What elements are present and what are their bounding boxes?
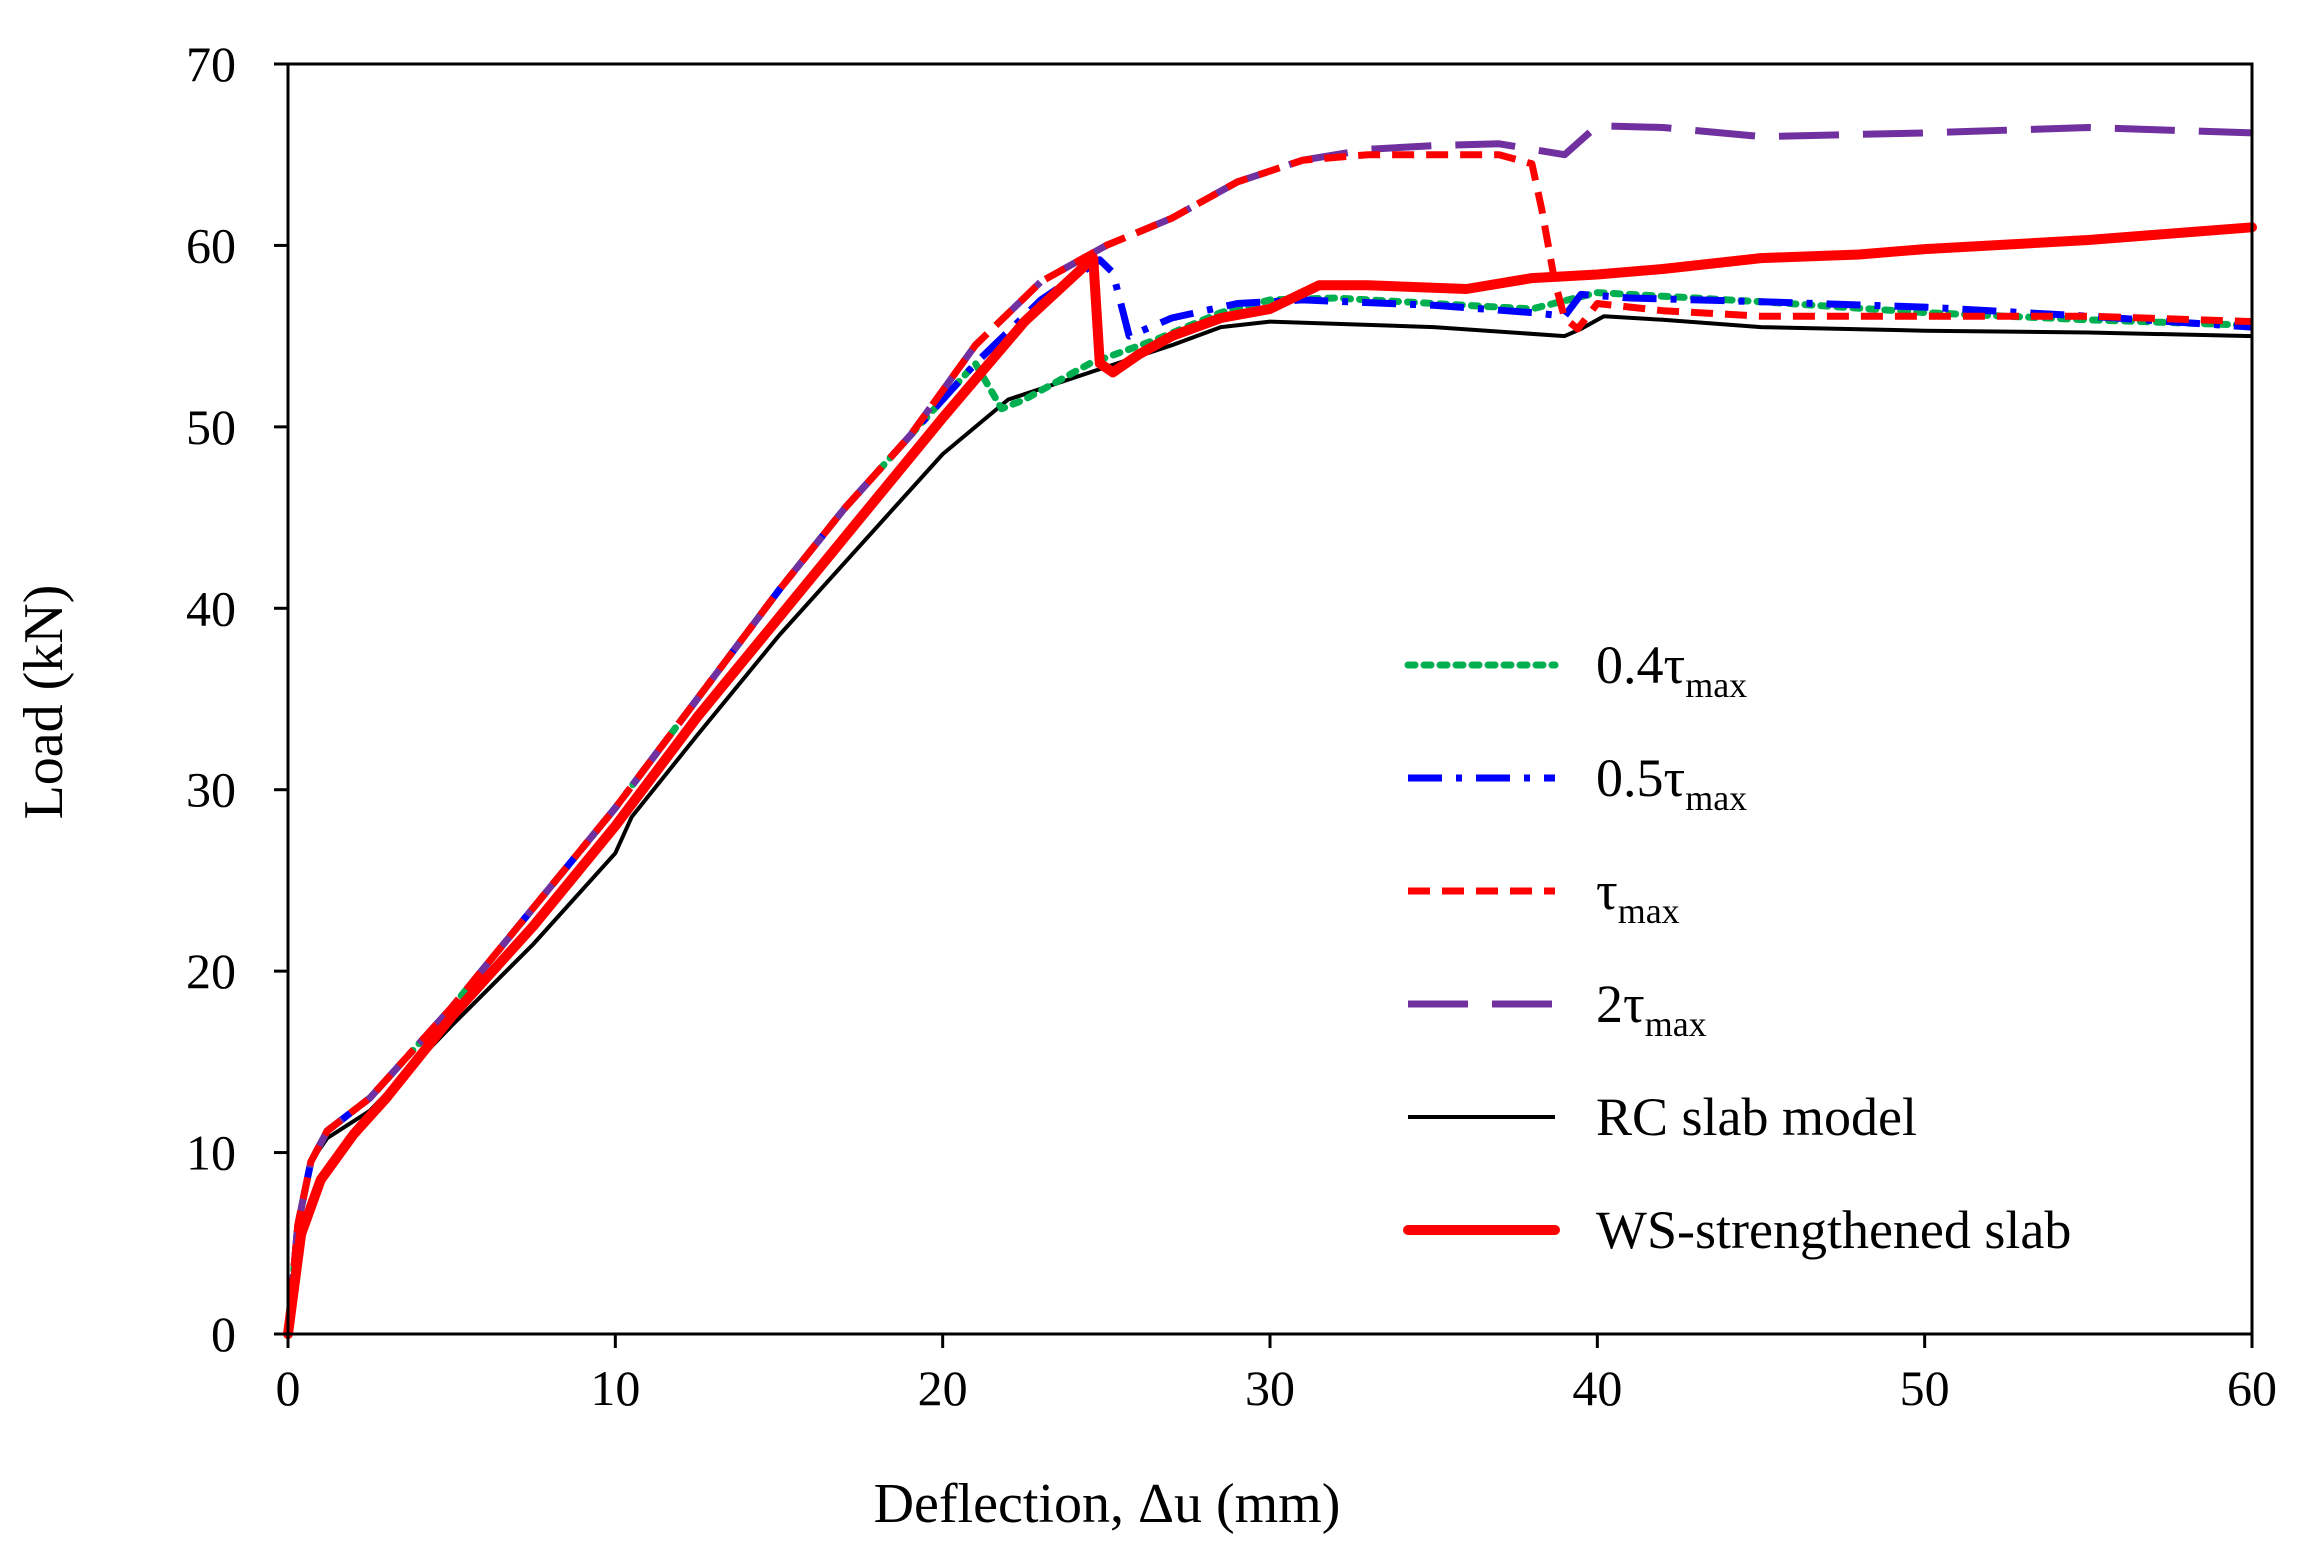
x-axis-title: Deflection, Δu (mm) <box>874 1473 1341 1535</box>
series-layer <box>283 122 2257 1339</box>
legend-item-3: 2τmax <box>1408 974 1707 1044</box>
legend-label-main: τ <box>1596 861 1618 921</box>
y-tick-label: 30 <box>186 762 236 818</box>
legend-label-subscript: max <box>1685 778 1747 818</box>
legend-label-subscript: max <box>1685 665 1747 705</box>
y-axis-title: Load (kN) <box>13 585 75 820</box>
x-tick-label: 10 <box>590 1360 640 1416</box>
legend-label-subscript: max <box>1618 891 1680 931</box>
axis-ticks: 0 10 20 30 40 50 60 0 10 20 30 40 50 60 70 <box>186 36 2277 1416</box>
legend-item-1: 0.5τmax <box>1408 748 1747 818</box>
y-tick-label: 60 <box>186 217 236 273</box>
legend-label-main: WS-strengthened slab <box>1596 1200 2071 1260</box>
legend-label: WS-strengthened slab <box>1596 1200 2071 1260</box>
x-tick-label: 60 <box>2227 1360 2277 1416</box>
y-tick-label: 50 <box>186 399 236 455</box>
legend-label-main: 0.4τ <box>1596 635 1685 695</box>
y-tick-label: 20 <box>186 943 236 999</box>
x-tick-label: 20 <box>918 1360 968 1416</box>
legend-item-2: τmax <box>1408 861 1680 931</box>
legend-label-main: 0.5τ <box>1596 748 1685 808</box>
series-line-2 <box>284 151 2253 1335</box>
y-tick-label: 0 <box>211 1306 236 1362</box>
legend-item-5: WS-strengthened slab <box>1403 1200 2071 1260</box>
legend-label: RC slab model <box>1596 1087 1917 1147</box>
y-tick-label: 70 <box>186 36 236 92</box>
legend-item-0: 0.4τmax <box>1404 635 1747 705</box>
series-line-3 <box>284 122 2253 1335</box>
series-line-5 <box>283 222 2257 1339</box>
legend-label-main: 2τ <box>1596 974 1645 1034</box>
legend-label: 0.5τmax <box>1596 748 1747 818</box>
x-tick-label: 40 <box>1572 1360 1622 1416</box>
y-tick-label: 40 <box>186 580 236 636</box>
legend-label: 2τmax <box>1596 974 1707 1044</box>
legend-label-subscript: max <box>1645 1004 1707 1044</box>
legend-item-4: RC slab model <box>1408 1087 1917 1147</box>
x-tick-label: 50 <box>1900 1360 1950 1416</box>
x-tick-label: 30 <box>1245 1360 1295 1416</box>
legend-label-main: RC slab model <box>1596 1087 1917 1147</box>
legend-label: 0.4τmax <box>1596 635 1747 705</box>
x-tick-label: 0 <box>276 1360 301 1416</box>
legend-label: τmax <box>1596 861 1680 931</box>
y-tick-label: 10 <box>186 1125 236 1181</box>
